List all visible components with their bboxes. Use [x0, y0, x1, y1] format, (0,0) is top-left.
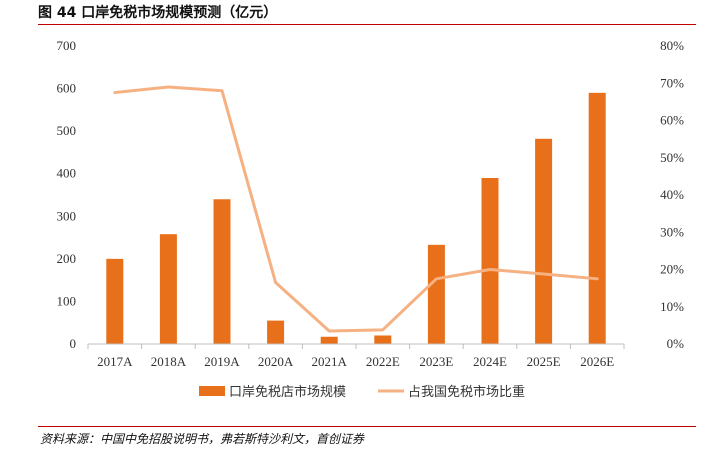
right-axis-ticks: 0% 10% 20% 30% 40% 50% 60% 70% 80% [660, 38, 684, 351]
x-tick-label: 2022E [366, 354, 400, 369]
bar [427, 244, 445, 344]
left-tick-label: 400 [57, 166, 77, 181]
bar [159, 234, 177, 344]
right-tick-label: 40% [660, 187, 684, 202]
right-tick-label: 30% [660, 224, 684, 239]
legend: 口岸免税店市场规模 占我国免税市场比重 [199, 384, 525, 400]
bar [481, 177, 499, 344]
x-tick-label: 2025E [527, 354, 561, 369]
source-note: 资料来源：中国中免招股说明书，弗若斯特沙利文，首创证券 [40, 432, 365, 446]
bar [213, 199, 231, 344]
left-tick-label: 300 [57, 208, 77, 223]
x-tick-label: 2017A [97, 354, 133, 369]
title-rule [38, 24, 696, 25]
bar [320, 336, 338, 344]
x-tick-label: 2024E [473, 354, 507, 369]
x-tick-label: 2023E [419, 354, 453, 369]
x-tick-label: 2026E [580, 354, 614, 369]
x-tick-label: 2021A [312, 354, 348, 369]
x-tick-label: 2020A [258, 354, 294, 369]
left-tick-label: 100 [57, 293, 77, 308]
right-tick-label: 70% [660, 75, 684, 90]
share-line [113, 85, 599, 333]
left-tick-label: 600 [57, 81, 77, 96]
bar [374, 335, 392, 344]
right-tick-label: 0% [667, 336, 685, 351]
bar [106, 258, 124, 344]
left-tick-label: 200 [57, 251, 77, 266]
right-tick-label: 20% [660, 262, 684, 277]
left-tick-label: 0 [70, 336, 77, 351]
bar [588, 92, 606, 344]
source-rule [38, 426, 696, 427]
bar [267, 320, 285, 344]
x-axis-ticks: 2017A 2018A 2019A 2020A 2021A 2022E 2023E 2024E… [87, 344, 625, 369]
right-tick-label: 10% [660, 299, 684, 314]
bars [106, 92, 606, 344]
bar [535, 138, 553, 344]
legend-line-label: 占我国免税市场比重 [408, 384, 525, 400]
share-line-series [113, 85, 599, 333]
figure-title: 图 44 口岸免税市场规模预测（亿元） [38, 5, 278, 21]
left-axis-ticks: 0 100 200 300 400 500 600 700 [57, 38, 77, 351]
right-tick-label: 80% [660, 38, 684, 53]
legend-bar-label: 口岸免税店市场规模 [229, 384, 346, 400]
right-tick-label: 60% [660, 113, 684, 128]
legend-bar-swatch [199, 386, 225, 396]
right-tick-label: 50% [660, 150, 684, 165]
left-tick-label: 700 [57, 38, 77, 53]
x-tick-label: 2018A [151, 354, 187, 369]
left-tick-label: 500 [57, 123, 77, 138]
x-tick-label: 2019A [204, 354, 240, 369]
